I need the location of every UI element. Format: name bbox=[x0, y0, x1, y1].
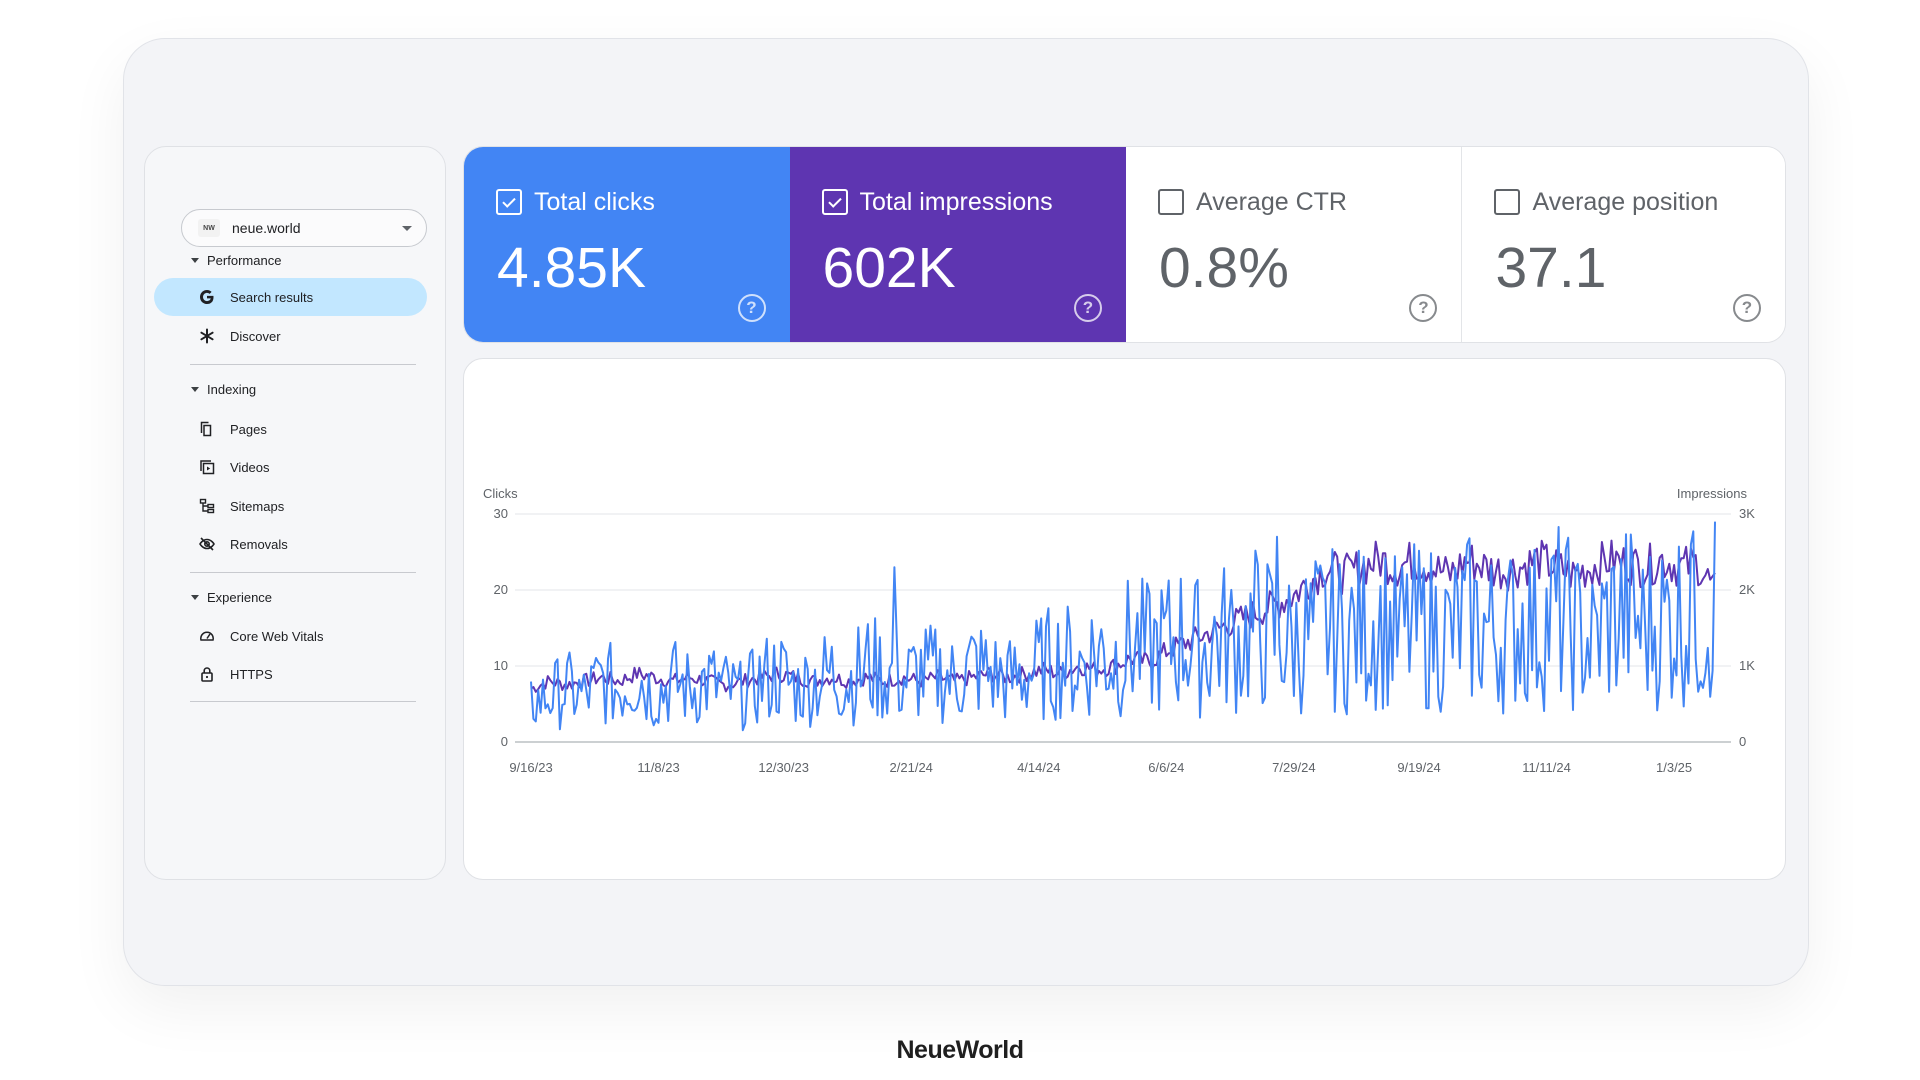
x-tick-label: 12/30/23 bbox=[758, 760, 809, 775]
asterisk-icon bbox=[198, 327, 216, 345]
series-line-clicks bbox=[530, 521, 1716, 732]
pages-icon bbox=[198, 420, 216, 438]
y-left-tick-label: 30 bbox=[494, 506, 508, 521]
sitemaps-icon bbox=[198, 497, 216, 515]
sidebar-item-label: Pages bbox=[230, 421, 267, 437]
metric-card-total-impressions[interactable]: Total impressions 602K ? bbox=[789, 147, 1126, 342]
y-right-tick-label: 0 bbox=[1739, 734, 1746, 749]
y-left-axis-label: Clicks bbox=[483, 486, 518, 501]
gauge-icon bbox=[198, 627, 216, 645]
section-performance-label: Performance bbox=[207, 253, 282, 268]
x-tick-label: 9/16/23 bbox=[509, 760, 552, 775]
x-tick-label: 6/6/24 bbox=[1148, 760, 1184, 775]
x-tick-label: 2/21/24 bbox=[890, 760, 933, 775]
metric-card-average-ctr[interactable]: Average CTR 0.8% ? bbox=[1125, 147, 1463, 342]
metric-title: Average CTR bbox=[1195, 188, 1347, 216]
sidebar-item-sitemaps[interactable]: Sitemaps bbox=[154, 487, 427, 525]
y-right-tick-label: 2K bbox=[1739, 582, 1755, 597]
sidebar-item-pages[interactable]: Pages bbox=[154, 410, 427, 448]
metric-value: 4.85K bbox=[497, 236, 646, 300]
sidebar-item-label: Core Web Vitals bbox=[230, 628, 324, 644]
sidebar-item-label: HTTPS bbox=[230, 666, 273, 682]
metric-card-average-position[interactable]: Average position 37.1 ? bbox=[1462, 147, 1785, 342]
y-left-tick-label: 0 bbox=[501, 734, 508, 749]
y-left-tick-label: 20 bbox=[494, 582, 508, 597]
sidebar-item-label: Removals bbox=[230, 536, 288, 552]
sidebar-item-search-results[interactable]: Search results bbox=[154, 278, 427, 316]
section-performance[interactable]: Performance bbox=[191, 253, 281, 268]
metric-value: 37.1 bbox=[1495, 236, 1607, 300]
x-tick-label: 1/3/25 bbox=[1656, 760, 1692, 775]
sidebar-item-label: Discover bbox=[230, 328, 281, 344]
y-left-tick-label: 10 bbox=[494, 658, 508, 673]
chevron-down-icon bbox=[402, 225, 412, 231]
google-g-icon bbox=[198, 288, 216, 306]
chart-panel bbox=[463, 358, 1786, 880]
metric-title: Total clicks bbox=[534, 188, 655, 216]
sidebar-item-videos[interactable]: Videos bbox=[154, 448, 427, 486]
videos-icon bbox=[198, 458, 216, 476]
property-selector[interactable]: NW neue.world bbox=[181, 209, 427, 247]
x-tick-label: 7/29/24 bbox=[1272, 760, 1315, 775]
divider bbox=[190, 364, 416, 365]
metric-title: Average position bbox=[1532, 188, 1719, 216]
help-icon[interactable]: ? bbox=[737, 294, 766, 322]
series-line-impressions bbox=[530, 539, 1716, 693]
sidebar-item-discover[interactable]: Discover bbox=[154, 317, 427, 355]
divider bbox=[190, 701, 416, 702]
y-right-tick-label: 1K bbox=[1739, 658, 1755, 673]
sidebar-item-https[interactable]: HTTPS bbox=[154, 655, 427, 693]
x-tick-label: 11/8/23 bbox=[637, 760, 679, 775]
section-indexing-label: Indexing bbox=[207, 382, 257, 397]
lock-icon bbox=[198, 665, 216, 683]
y-right-axis-label: Impressions bbox=[1677, 486, 1748, 501]
checkbox-unchecked-icon[interactable] bbox=[1494, 189, 1521, 215]
collapse-triangle-icon bbox=[191, 258, 199, 263]
collapse-triangle-icon bbox=[191, 595, 199, 600]
x-tick-label: 11/11/24 bbox=[1522, 760, 1571, 775]
performance-chart[interactable]: 30 3K 20 2K 10 1K 0 0 Clicks Impressions 9/16/23 11… bbox=[463, 358, 1786, 880]
metric-title: Total impressions bbox=[859, 188, 1053, 216]
collapse-triangle-icon bbox=[191, 387, 199, 392]
divider bbox=[190, 572, 416, 573]
section-experience[interactable]: Experience bbox=[191, 590, 272, 605]
sidebar-item-label: Search results bbox=[230, 289, 314, 305]
property-logo: NW bbox=[198, 219, 220, 237]
eye-off-icon bbox=[198, 535, 216, 553]
checkbox-checked-icon[interactable] bbox=[821, 189, 848, 215]
x-tick-label: 4/14/24 bbox=[1017, 760, 1060, 775]
sidebar-item-core-web-vitals[interactable]: Core Web Vitals bbox=[154, 617, 427, 655]
sidebar-item-removals[interactable]: Removals bbox=[154, 525, 427, 563]
checkbox-checked-icon[interactable] bbox=[496, 189, 522, 215]
metric-value: 0.8% bbox=[1158, 236, 1289, 300]
metric-card-total-clicks[interactable]: Total clicks 4.85K ? bbox=[464, 147, 790, 342]
y-right-tick-label: 3K bbox=[1739, 506, 1755, 521]
brand-wordmark: NeueWorld bbox=[896, 1036, 1025, 1064]
checkbox-unchecked-icon[interactable] bbox=[1157, 189, 1184, 215]
sidebar-item-label: Videos bbox=[230, 459, 270, 475]
section-experience-label: Experience bbox=[207, 590, 273, 605]
help-icon[interactable]: ? bbox=[1732, 294, 1761, 322]
metric-value: 602K bbox=[822, 236, 956, 300]
help-icon[interactable]: ? bbox=[1409, 294, 1438, 322]
x-tick-label: 9/19/24 bbox=[1397, 760, 1440, 775]
sidebar bbox=[144, 146, 446, 880]
help-icon[interactable]: ? bbox=[1073, 294, 1102, 322]
section-indexing[interactable]: Indexing bbox=[191, 382, 256, 397]
property-name: neue.world bbox=[232, 220, 301, 236]
metric-cards: Total clicks 4.85K ? Total impressions 6… bbox=[463, 146, 1786, 343]
sidebar-item-label: Sitemaps bbox=[230, 498, 285, 514]
